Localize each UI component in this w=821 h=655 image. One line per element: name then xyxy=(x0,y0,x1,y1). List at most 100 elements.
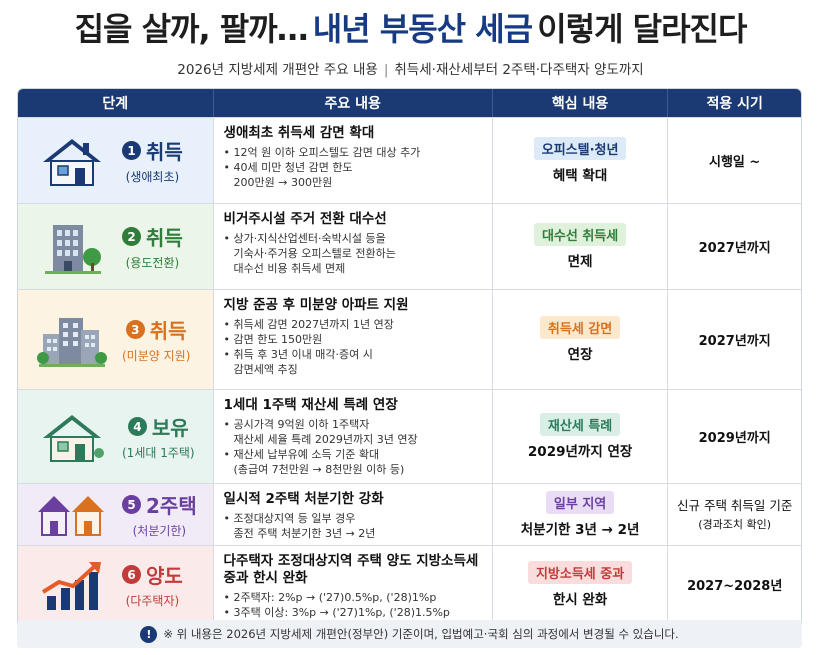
stage-name: 3 취득 xyxy=(122,315,190,344)
core-badge: 지방소득세 중과 xyxy=(527,561,633,584)
stage-number-badge: 6 xyxy=(122,565,141,584)
bullet-line: 2주택자: 2%p → ('27)0.5%p, ('28)1%p xyxy=(233,591,437,604)
page-title: 집을 살까, 팔까… 내년 부동산 세금 이렇게 달라진다 xyxy=(0,4,821,50)
bullet-line: 취득 후 3년 이내 매각·증여 시 xyxy=(233,348,373,361)
stage-number-badge: 4 xyxy=(127,417,147,436)
stage-number-badge: 3 xyxy=(125,320,145,339)
footnote: ! ※ 위 내용은 2026년 지방세제 개편안(정부안) 기준이며, 입법예고… xyxy=(17,620,802,648)
when-text: 2027년까지 xyxy=(698,334,771,349)
content-cell: 비거주시설 주거 전환 대수선상가·지식산업센터·숙박시설 등을기숙사·주거용 … xyxy=(214,204,493,289)
content-cell: 생애최초 취득세 감면 확대12억 원 이하 오피스텔도 감면 대상 추가40세… xyxy=(214,118,493,203)
table-row: 5 2주택 (처분기한) 일시적 2주택 처분기한 강화조정대상지역 등 일부 경우종… xyxy=(18,483,801,545)
table-row: 3취득 (미분양 지원) 지방 준공 후 미분양 아파트 지원취득세 감면 2027… xyxy=(18,289,801,389)
header-stage: 단계 xyxy=(18,89,214,117)
subtitle-separator: | xyxy=(383,62,389,78)
apartment-icon xyxy=(36,310,108,370)
when-text: 2027~2028년 xyxy=(687,579,783,594)
stage-name: 1 취득 xyxy=(122,136,183,165)
core-description: 면제 xyxy=(567,254,593,270)
when-text: 2029년까지 xyxy=(698,431,771,446)
table-body: 1 취득 (생애최초) 생애최초 취득세 감면 확대 12억 원 이하 오피스텔도 감면… xyxy=(18,117,801,623)
stage-cell: 4 보유 (1세대 1주택) xyxy=(18,390,214,483)
core-badge: 재산세 특례 xyxy=(539,413,621,436)
header-when: 적용 시기 xyxy=(706,96,763,112)
core-description: 2029년까지 연장 xyxy=(527,444,633,460)
when-cell: 2027~2028년 xyxy=(668,546,801,623)
when-cell: 시행일 ~ xyxy=(668,118,801,203)
bullet-line: 공시가격 9억원 이하 1주택자 xyxy=(233,418,370,431)
content-heading: 1세대 1주택 재산세 특례 연장 xyxy=(223,397,398,413)
rising-chart-icon xyxy=(36,555,108,615)
core-cell: 일부 지역 처분기한 3년 → 2년 xyxy=(493,484,669,545)
footnote-text: ※ 위 내용은 2026년 지방세제 개편안(정부안) 기준이며, 입법예고·국… xyxy=(163,627,679,641)
content-heading: 일시적 2주택 처분기한 강화 xyxy=(223,491,384,507)
stage-label: 5 2주택 (처분기한) xyxy=(122,490,197,539)
header-core: 핵심 내용 xyxy=(493,89,669,117)
when-cell: 2027년까지 xyxy=(668,290,801,389)
bullet-line: 3주택 이상: 3%p → ('27)1%p, ('28)1.5%p xyxy=(233,606,450,619)
stage-name-text: 2주택 xyxy=(146,494,197,518)
bullet-line: (총급여 7천만원 → 8천만원 이하 등) xyxy=(233,463,405,476)
table-row: 1 취득 (생애최초) 생애최초 취득세 감면 확대 12억 원 이하 오피스텔도 감면… xyxy=(18,117,801,203)
tax-table: 단계 주요 내용 핵심 내용 적용 시기 1 취득 (생애최초) 생애최초 취득세 감… xyxy=(17,88,802,624)
stage-name-text: 취득 xyxy=(149,319,187,343)
office-building-icon xyxy=(36,217,108,277)
bullet-line: 12억 원 이하 오피스텔도 감면 대상 추가 xyxy=(233,146,421,159)
table-row: 2 취득 (용도전환) 비거주시설 주거 전환 대수선상가·지식산업센터·숙박시설 등… xyxy=(18,203,801,289)
stage-name-text: 양도 xyxy=(146,564,183,588)
core-description: 혜택 확대 xyxy=(552,168,608,184)
when-text: 시행일 ~ xyxy=(709,155,761,170)
stage-subtitle: (생애최초) xyxy=(125,170,180,184)
when-text: 2027년까지 xyxy=(698,241,771,256)
table-header: 단계 주요 내용 핵심 내용 적용 시기 xyxy=(18,89,801,117)
core-description: 처분기한 3년 → 2년 xyxy=(520,522,640,538)
core-badge: 오피스텔·청년 xyxy=(533,137,627,160)
list-item: 12억 원 이하 오피스텔도 감면 대상 추가 xyxy=(224,145,484,160)
content-heading: 지방 준공 후 미분양 아파트 지원 xyxy=(223,297,409,313)
stage-subtitle: (처분기한) xyxy=(132,524,187,538)
stage-name: 2 취득 xyxy=(122,222,183,251)
bullet-line: 종전 주택 처분기한 3년 → 2년 xyxy=(233,527,376,540)
content-cell: 다주택자 조정대상지역 주택 양도 지방소득세 중과 한시 완화 2주택자: 2%… xyxy=(214,546,493,623)
stage-label: 1 취득 (생애최초) xyxy=(122,136,183,185)
stage-cell: 2 취득 (용도전환) xyxy=(18,204,214,289)
stage-name-text: 취득 xyxy=(146,140,183,164)
stage-number-badge: 2 xyxy=(122,227,141,246)
title-part2: 내년 부동산 세금 xyxy=(312,10,533,48)
core-cell: 재산세 특례 2029년까지 연장 xyxy=(493,390,669,483)
subtitle: 2026년 지방세제 개편안 주요 내용 | 취득세·재산세부터 2주택·다주택자 … xyxy=(0,58,821,78)
core-badge: 취득세 감면 xyxy=(539,316,621,339)
stage-name-text: 취득 xyxy=(146,226,183,250)
core-description: 한시 완화 xyxy=(552,592,608,608)
core-description: 연장 xyxy=(567,347,593,363)
bullet-line: 재산세 납부유예 소득 기준 확대 xyxy=(233,448,380,461)
stage-subtitle: (다주택자) xyxy=(125,594,180,608)
stage-cell: 1 취득 (생애최초) xyxy=(18,118,214,203)
bullet-line: 상가·지식산업센터·숙박시설 등을 xyxy=(233,232,386,245)
bullet-line: 취득세 감면 2027년까지 1년 연장 xyxy=(233,318,394,331)
list-item: 재산세 납부유예 소득 기준 확대 (총급여 7천만원 → 8천만원 이하 등) xyxy=(224,447,484,477)
title-part1: 집을 살까, 팔까… xyxy=(74,10,309,48)
bullet-line: 감면세액 추징 xyxy=(233,363,298,376)
stage-label: 3 취득 (미분양 지원) xyxy=(122,315,190,364)
content-cell: 지방 준공 후 미분양 아파트 지원취득세 감면 2027년까지 1년 연장감면… xyxy=(214,290,493,389)
subtitle-left: 2026년 지방세제 개편안 주요 내용 xyxy=(177,62,378,78)
stage-name: 5 2주택 xyxy=(122,490,197,519)
house-icon xyxy=(36,131,108,191)
bullet-line: 기숙사·주거용 오피스텔로 전환하는 xyxy=(233,247,396,260)
stage-subtitle: (1세대 1주택) xyxy=(122,446,195,460)
core-cell: 대수선 취득세 면제 xyxy=(493,204,669,289)
table-row: 6 양도 (다주택자) 다주택자 조정대상지역 주택 양도 지방소득세 중과 한시 완… xyxy=(18,545,801,623)
stage-name-text: 보유 xyxy=(151,416,189,440)
when-cell: 2029년까지 xyxy=(668,390,801,483)
list-item: 3주택 이상: 3%p → ('27)1%p, ('28)1.5%p xyxy=(224,605,484,620)
